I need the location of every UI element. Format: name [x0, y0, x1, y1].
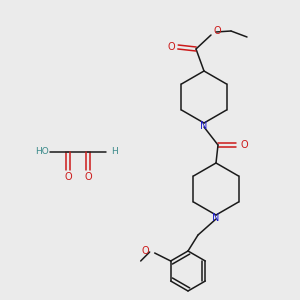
Text: HO: HO — [35, 148, 49, 157]
Text: H: H — [111, 148, 117, 157]
Text: O: O — [64, 172, 72, 182]
Text: N: N — [212, 213, 220, 223]
Text: O: O — [141, 246, 149, 256]
Text: O: O — [84, 172, 92, 182]
Text: O: O — [167, 42, 175, 52]
Text: N: N — [200, 121, 208, 131]
Text: O: O — [240, 140, 248, 150]
Text: O: O — [213, 26, 220, 36]
